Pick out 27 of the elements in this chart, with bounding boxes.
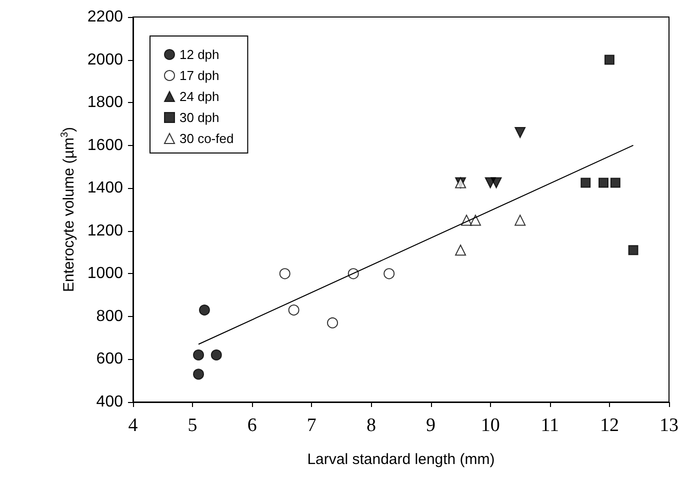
legend-label: 17 dph [180, 68, 220, 83]
y-tick-label: 2200 [87, 8, 124, 26]
x-tick-label: 5 [188, 415, 198, 436]
legend-label: 24 dph [180, 89, 220, 104]
x-tick-label: 7 [306, 415, 316, 436]
y-tick-label: 1000 [87, 265, 124, 282]
x-tick-label: 11 [540, 415, 560, 436]
x-axis-title: Larval standard length (mm) [307, 451, 495, 468]
y-tick-label: 2000 [87, 51, 124, 68]
x-tick-label: 6 [247, 415, 257, 436]
x-tick-label: 12 [600, 415, 619, 436]
legend-label: 12 dph [180, 47, 220, 62]
y-tick-label: 1800 [87, 94, 124, 112]
legend-label: 30 dph [180, 110, 220, 125]
x-tick-label: 9 [426, 415, 436, 436]
x-tick-label: 13 [660, 415, 678, 436]
x-tick-label: 4 [128, 415, 138, 436]
y-tick-label: 400 [96, 394, 124, 410]
x-tick-label: 8 [366, 415, 376, 436]
y-axis-title: Enterocyte volume (µm3) [60, 126, 78, 292]
y-tick-label: 600 [96, 350, 124, 368]
y-tick-label: 1600 [87, 136, 124, 154]
legend-label: 30 co-fed [180, 131, 234, 146]
x-tick-label: 10 [480, 415, 500, 436]
y-tick-label: 1400 [87, 180, 124, 197]
y-tick-label: 800 [96, 308, 124, 325]
y-tick-label: 1200 [87, 222, 124, 240]
